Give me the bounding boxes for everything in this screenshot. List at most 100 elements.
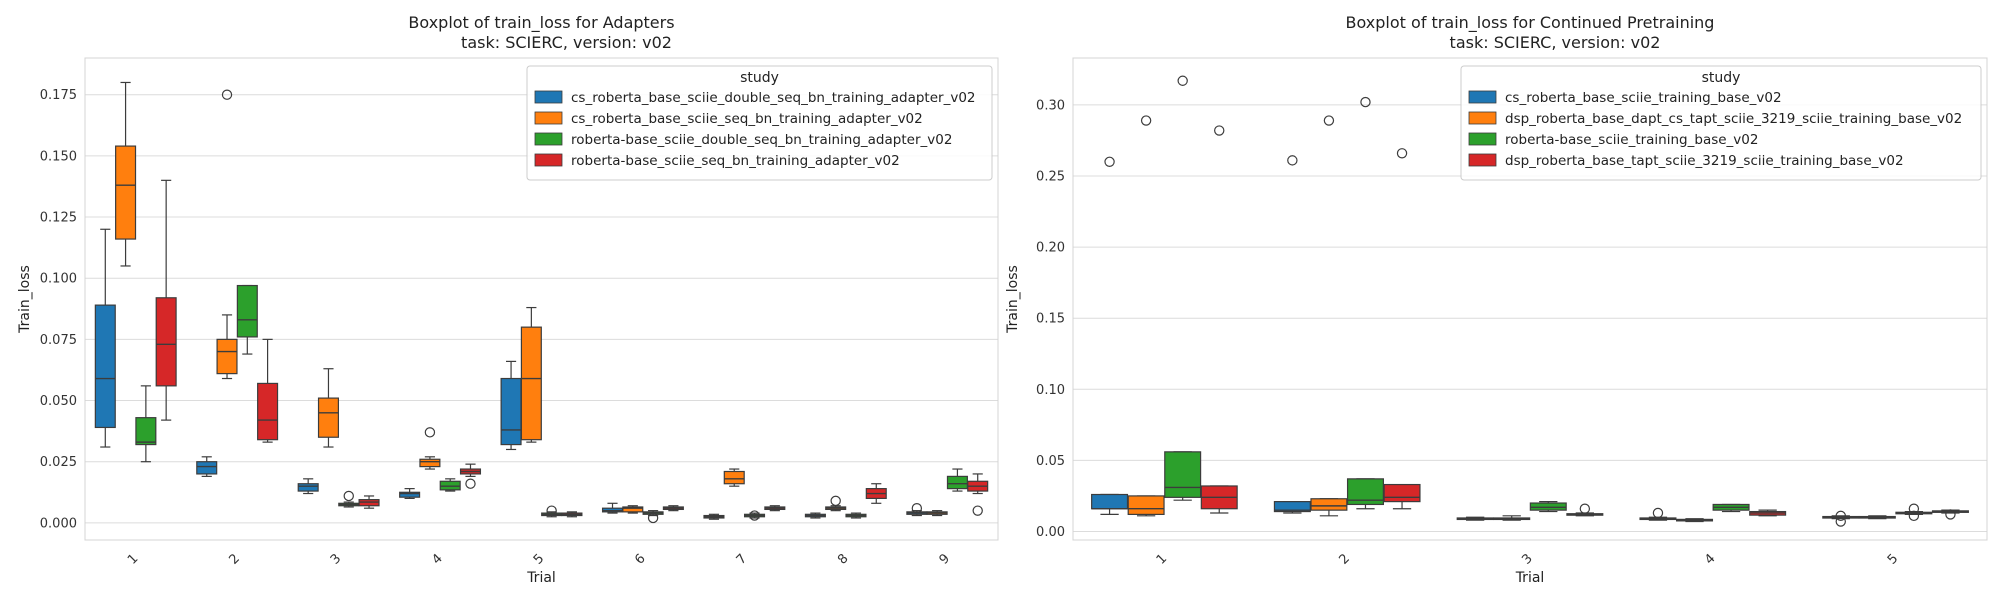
box-iqr <box>155 297 177 387</box>
box-2ca02c-trial-5 <box>541 505 563 518</box>
legend-swatch <box>534 153 563 167</box>
box-ff7f0e-trial-5 <box>1858 515 1896 520</box>
box-ff7f0e-trial-3 <box>317 368 340 448</box>
box-d62728-trial-2 <box>257 338 279 443</box>
box-ff7f0e-trial-7 <box>723 468 745 487</box>
box-1f77b4-trial-3 <box>1456 516 1494 521</box>
y-tick-label: 0.30 <box>1036 98 1065 113</box>
box-ff7f0e-trial-1 <box>1127 115 1165 517</box>
legend-swatch <box>1468 132 1497 146</box>
box-1f77b4-trial-3 <box>297 478 319 495</box>
legend-box <box>1460 65 1982 181</box>
box-iqr <box>115 145 137 240</box>
box-ff7f0e-trial-4 <box>1676 518 1714 523</box>
y-axis-label: Train_loss <box>17 265 33 334</box>
box-d62728-trial-4 <box>1749 509 1787 517</box>
outlier-point <box>221 89 233 100</box>
outlier-point <box>343 490 354 502</box>
box-2ca02c-trial-2 <box>1346 96 1384 510</box>
chart-panel-2: 0.00 0.05 0.10 0.15 0.20 0.25 0.30 1 2 3 4 5 Boxplot… <box>1005 13 1988 586</box>
plot-frame <box>1072 57 1988 541</box>
box-d62728-trial-7 <box>764 505 786 512</box>
y-tick-label: 0.150 <box>40 149 77 164</box>
box-1f77b4-trial-8 <box>804 512 826 519</box>
legend-entry: dsp_roberta_base_dapt_cs_tapt_sciie_3219… <box>1505 111 1962 127</box>
box-d62728-trial-8 <box>865 483 887 504</box>
outlier-point <box>972 505 983 516</box>
legend-box <box>526 65 993 181</box>
y-tick-label: 0.25 <box>1036 170 1065 185</box>
box-ff7f0e-trial-4 <box>419 427 441 470</box>
box-ff7f0e-trial-3 <box>1493 515 1531 521</box>
box-iqr <box>723 470 745 485</box>
x-tick-label: 1 <box>1154 551 1170 567</box>
box-1f77b4-trial-4 <box>399 488 421 500</box>
box-2ca02c-trial-2 <box>236 284 258 355</box>
box-2ca02c-trial-6 <box>642 510 664 524</box>
y-axis-label: Train_loss <box>1005 265 1021 334</box>
chart-panel-1: 0.000 0.025 0.050 0.075 0.100 0.125 0.150 0.175… <box>17 13 999 586</box>
legend-swatch <box>534 111 563 125</box>
box-1f77b4-trial-2 <box>1273 155 1311 514</box>
box-iqr <box>1383 483 1421 503</box>
box-ff7f0e-trial-2 <box>1310 115 1348 517</box>
outlier-point <box>546 505 557 516</box>
box-ff7f0e-trial-5 <box>520 306 542 443</box>
chart-title: Boxplot of train_loss for Continued Pret… <box>1346 13 1715 33</box>
outlier-point <box>465 478 476 489</box>
chart-title: Boxplot of train_loss for Adapters <box>408 13 674 33</box>
x-tick-label: 4 <box>1702 551 1718 567</box>
box-iqr <box>297 483 319 492</box>
x-tick-label: 2 <box>226 551 242 567</box>
box-iqr <box>1310 498 1348 511</box>
box-2ca02c-trial-3 <box>1529 501 1567 513</box>
y-tick-label: 0.05 <box>1036 454 1065 469</box>
box-d62728-trial-9 <box>967 473 989 516</box>
x-tick-label: 5 <box>531 551 547 567</box>
legend-entry: roberta-base_sciie_training_base_v02 <box>1505 132 1758 148</box>
x-tick-label: 2 <box>1336 551 1352 567</box>
y-tick-label: 0.100 <box>40 272 77 287</box>
box-ff7f0e-trial-6 <box>622 505 644 514</box>
outlier-point <box>1945 509 1956 520</box>
box-iqr <box>1529 502 1567 511</box>
legend: study cs_roberta_base_sciie_training_base… <box>1460 65 1982 181</box>
box-2ca02c-trial-1 <box>1164 75 1202 501</box>
y-tick-label: 0.075 <box>40 333 77 348</box>
outlier-point <box>1323 115 1335 126</box>
box-iqr <box>500 377 522 446</box>
chart-subtitle: task: SCIERC, version: v02 <box>461 33 672 52</box>
x-axis-label: Trial <box>526 570 556 586</box>
y-tick-label: 0.125 <box>40 211 77 226</box>
outlier-point <box>1908 510 1920 522</box>
box-iqr <box>216 338 238 375</box>
y-tick-label: 0.10 <box>1036 383 1065 398</box>
y-tick-label: 0.000 <box>40 516 77 531</box>
box-iqr <box>1273 501 1311 513</box>
box-iqr <box>622 506 644 513</box>
chart-subtitle: task: SCIERC, version: v02 <box>1450 33 1661 52</box>
box-iqr <box>520 326 542 441</box>
box-ff7f0e-trial-8 <box>825 495 847 512</box>
legend-swatch <box>534 132 563 146</box>
outlier-point <box>424 427 436 438</box>
legend-swatch <box>1468 90 1497 104</box>
box-iqr <box>196 461 218 475</box>
legend-entry: cs_roberta_base_sciie_training_base_v02 <box>1505 90 1782 106</box>
box-iqr <box>946 475 968 490</box>
box-iqr <box>1091 493 1129 510</box>
y-tick-label: 0.025 <box>40 455 77 470</box>
outlier-point <box>1835 516 1846 527</box>
x-tick-label: 5 <box>1885 551 1901 567</box>
legend-title: study <box>1702 70 1741 86</box>
box-d62728-trial-4 <box>459 463 482 489</box>
box-d62728-trial-1 <box>155 179 177 421</box>
x-tick-label: 6 <box>632 551 648 567</box>
legend-entry: cs_roberta_base_sciie_double_seq_bn_trai… <box>571 90 976 106</box>
legend-entry: roberta-base_sciie_seq_bn_training_adapt… <box>571 153 900 169</box>
outlier-point <box>647 512 659 524</box>
outlier-point <box>1177 75 1188 86</box>
box-iqr <box>317 397 340 438</box>
